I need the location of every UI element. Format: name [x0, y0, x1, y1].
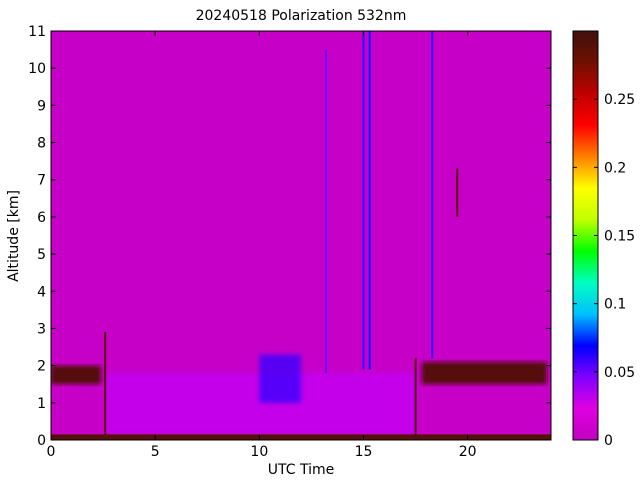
x-axis-label: UTC Time	[268, 462, 334, 478]
colorbar-tick-label: 0.1	[604, 297, 626, 313]
y-tick-label: 6	[37, 210, 46, 226]
y-tick-label: 7	[37, 173, 46, 189]
y-tick-label: 5	[37, 247, 46, 263]
y-tick-label: 9	[37, 98, 46, 114]
y-axis-label: Altitude [km]	[6, 190, 22, 282]
y-tick-label: 2	[37, 359, 46, 375]
colorbar-tick-label: 0.05	[604, 365, 635, 381]
x-tick-label: 0	[47, 444, 56, 460]
chart-title: 20240518 Polarization 532nm	[196, 8, 407, 24]
y-tick-label: 4	[37, 284, 46, 300]
y-tick-label: 3	[37, 321, 46, 337]
colorbar-tick-label: 0.15	[604, 229, 635, 245]
plot-area	[50, 30, 552, 441]
colorbar-tick-label: 0.25	[604, 92, 635, 108]
y-tick-label: 10	[28, 61, 46, 77]
heatmap-layer-surface	[51, 434, 551, 440]
heatmap-layer-aerosol-top	[421, 361, 547, 385]
heatmap-layer-aerosol-top	[51, 365, 101, 385]
x-tick-label: 20	[459, 444, 477, 460]
y-tick-label: 0	[37, 433, 46, 449]
y-tick-label: 11	[28, 24, 46, 40]
y-axis: 0 1 2 3 4 5 6 7 8 9 10 11	[28, 24, 551, 449]
x-tick-label: 5	[151, 444, 160, 460]
colorbar-tick-label: 0.2	[604, 160, 626, 176]
plot-frame	[50, 30, 552, 441]
x-tick-label: 10	[250, 444, 268, 460]
x-axis: 0 5 10 15 20	[47, 31, 477, 460]
y-tick-label: 8	[37, 136, 46, 152]
x-tick-label: 15	[355, 444, 373, 460]
heatmap-layer-enhanced	[259, 354, 301, 403]
colorbar: 0 0.05 0.1 0.15 0.2 0.25	[572, 30, 635, 449]
colorbar-tick-label: 0	[604, 433, 613, 449]
y-tick-label: 1	[37, 396, 46, 412]
